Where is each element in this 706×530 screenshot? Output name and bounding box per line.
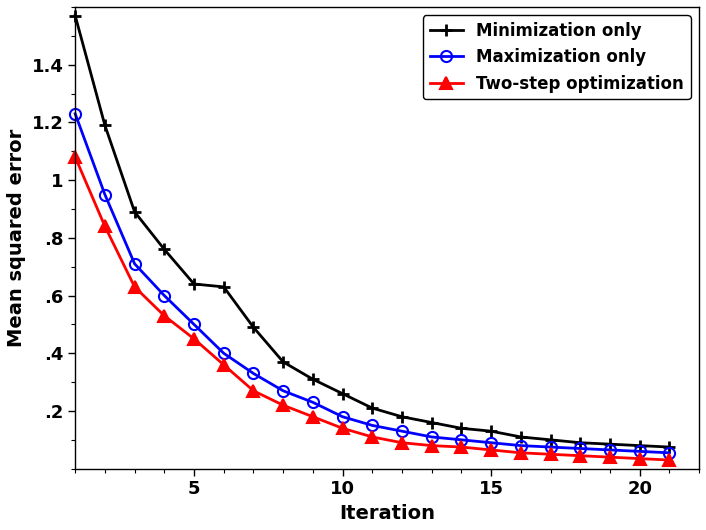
Two-step optimization <box>190 335 198 342</box>
Maximization only <box>606 447 614 453</box>
Minimization only <box>397 413 406 420</box>
Maximization only <box>279 387 287 394</box>
Maximization only <box>338 413 347 420</box>
Line: Two-step optimization: Two-step optimization <box>70 152 675 465</box>
Maximization only <box>576 445 585 452</box>
Two-step optimization <box>101 223 109 229</box>
Maximization only <box>517 443 525 449</box>
Y-axis label: Mean squared error: Mean squared error <box>7 129 26 347</box>
Minimization only <box>635 443 644 449</box>
Two-step optimization <box>279 402 287 409</box>
Two-step optimization <box>427 443 436 449</box>
Minimization only <box>220 284 228 290</box>
Two-step optimization <box>160 313 169 319</box>
Maximization only <box>487 439 496 446</box>
Maximization only <box>71 111 79 117</box>
Two-step optimization <box>546 451 555 457</box>
Two-step optimization <box>368 434 376 440</box>
Minimization only <box>665 444 674 450</box>
Maximization only <box>368 422 376 429</box>
Minimization only <box>131 209 139 215</box>
Minimization only <box>249 324 258 331</box>
Minimization only <box>309 376 317 383</box>
Line: Minimization only: Minimization only <box>69 10 676 453</box>
Minimization only <box>576 439 585 446</box>
Minimization only <box>160 246 169 252</box>
Maximization only <box>546 444 555 450</box>
Minimization only <box>71 12 79 19</box>
Two-step optimization <box>220 361 228 368</box>
Two-step optimization <box>397 439 406 446</box>
Maximization only <box>131 261 139 267</box>
Maximization only <box>220 350 228 357</box>
Two-step optimization <box>576 453 585 459</box>
Two-step optimization <box>635 455 644 462</box>
Minimization only <box>546 437 555 443</box>
Two-step optimization <box>338 425 347 431</box>
Minimization only <box>517 434 525 440</box>
Two-step optimization <box>309 413 317 420</box>
Minimization only <box>487 428 496 435</box>
Line: Maximization only: Maximization only <box>70 108 675 458</box>
Two-step optimization <box>457 444 466 450</box>
Maximization only <box>101 191 109 198</box>
Minimization only <box>427 419 436 426</box>
Two-step optimization <box>131 284 139 290</box>
Two-step optimization <box>606 454 614 461</box>
Two-step optimization <box>517 449 525 456</box>
Maximization only <box>635 448 644 455</box>
Maximization only <box>309 399 317 405</box>
X-axis label: Iteration: Iteration <box>339 504 435 523</box>
Legend: Minimization only, Maximization only, Two-step optimization: Minimization only, Maximization only, Tw… <box>423 15 690 99</box>
Maximization only <box>160 293 169 299</box>
Two-step optimization <box>665 457 674 463</box>
Minimization only <box>606 441 614 447</box>
Minimization only <box>279 359 287 365</box>
Maximization only <box>665 449 674 456</box>
Minimization only <box>101 122 109 128</box>
Maximization only <box>249 370 258 377</box>
Maximization only <box>457 437 466 443</box>
Minimization only <box>457 425 466 431</box>
Minimization only <box>190 281 198 287</box>
Two-step optimization <box>71 154 79 160</box>
Minimization only <box>368 405 376 411</box>
Maximization only <box>190 321 198 328</box>
Maximization only <box>427 434 436 440</box>
Minimization only <box>338 391 347 397</box>
Two-step optimization <box>487 447 496 453</box>
Maximization only <box>397 428 406 435</box>
Two-step optimization <box>249 387 258 394</box>
